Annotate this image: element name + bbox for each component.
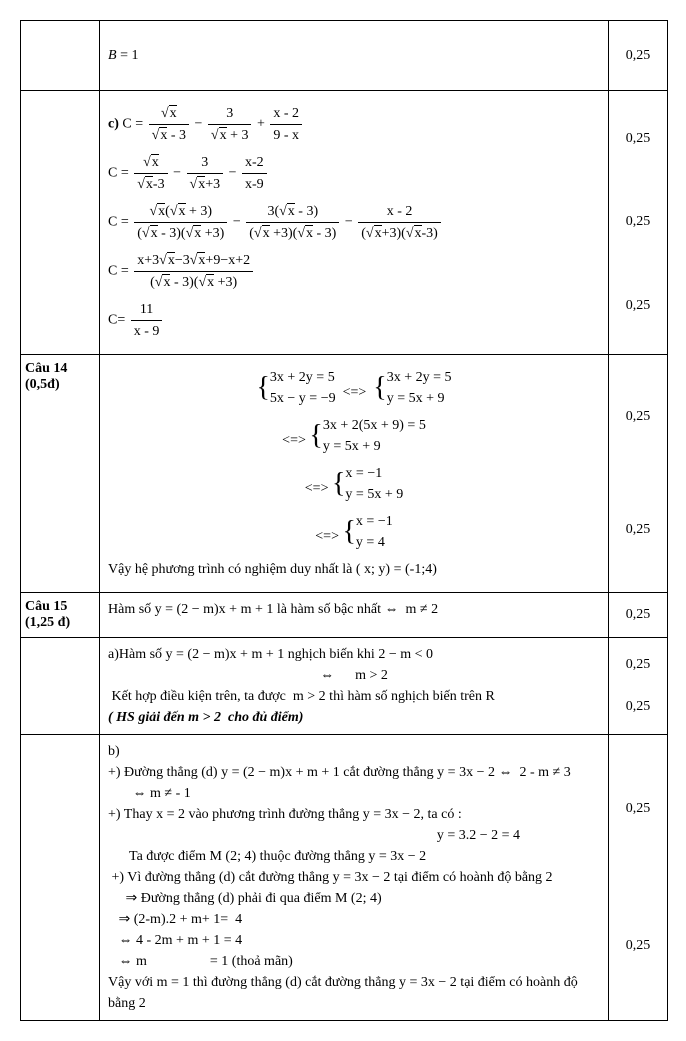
score-value: 0,25 — [613, 938, 663, 954]
score-value: 0,25 — [613, 522, 663, 538]
score-column: 0,25 0,25 — [609, 638, 667, 734]
question-label: Câu 15(1,25 đ) — [21, 593, 100, 637]
score-column: 0,25 0,25 — [609, 355, 667, 592]
answer-content: Hàm số y = (2 − m)x + m + 1 là hàm số bậ… — [100, 593, 609, 637]
score-column: 0,25 0,25 0,25 — [609, 91, 667, 354]
score-column: 0,25 — [609, 593, 667, 637]
score-value: 0,25 — [613, 607, 663, 623]
score-column: 0,25 — [609, 21, 667, 90]
score-value: 0,25 — [613, 48, 663, 64]
answer-content: a)Hàm số y = (2 − m)x + m + 1 nghịch biế… — [100, 638, 609, 734]
answer-content: c) C = √x√x - 3 − 3√x + 3 + x - 29 - xC … — [100, 91, 609, 354]
score-value: 0,25 — [613, 657, 663, 673]
score-value: 0,25 — [613, 298, 663, 314]
table-row: B = 10,25 — [21, 21, 667, 91]
score-value: 0,25 — [613, 699, 663, 715]
answer-content: {3x + 2y = 55x − y = −9 <=> {3x + 2y = 5… — [100, 355, 609, 592]
score-column: 0,25 0,25 — [609, 735, 667, 1020]
score-value: 0,25 — [613, 801, 663, 817]
table-row: Câu 14(0,5đ){3x + 2y = 55x − y = −9 <=> … — [21, 355, 667, 593]
table-row: a)Hàm số y = (2 − m)x + m + 1 nghịch biế… — [21, 638, 667, 735]
score-value: 0,25 — [613, 214, 663, 230]
question-label — [21, 21, 100, 90]
answer-table: B = 10,25c) C = √x√x - 3 − 3√x + 3 + x -… — [20, 20, 668, 1021]
question-label-empty — [21, 735, 100, 1020]
score-value: 0,25 — [613, 131, 663, 147]
answer-content: b)+) Đường thẳng (d) y = (2 − m)x + m + … — [100, 735, 609, 1020]
table-row: Câu 15(1,25 đ)Hàm số y = (2 − m)x + m + … — [21, 593, 667, 638]
question-label — [21, 91, 100, 354]
table-row: b)+) Đường thẳng (d) y = (2 − m)x + m + … — [21, 735, 667, 1020]
question-label: Câu 14(0,5đ) — [21, 355, 100, 592]
table-row: c) C = √x√x - 3 − 3√x + 3 + x - 29 - xC … — [21, 91, 667, 355]
answer-content: B = 1 — [100, 21, 609, 90]
score-value: 0,25 — [613, 409, 663, 425]
question-label-empty — [21, 638, 100, 734]
